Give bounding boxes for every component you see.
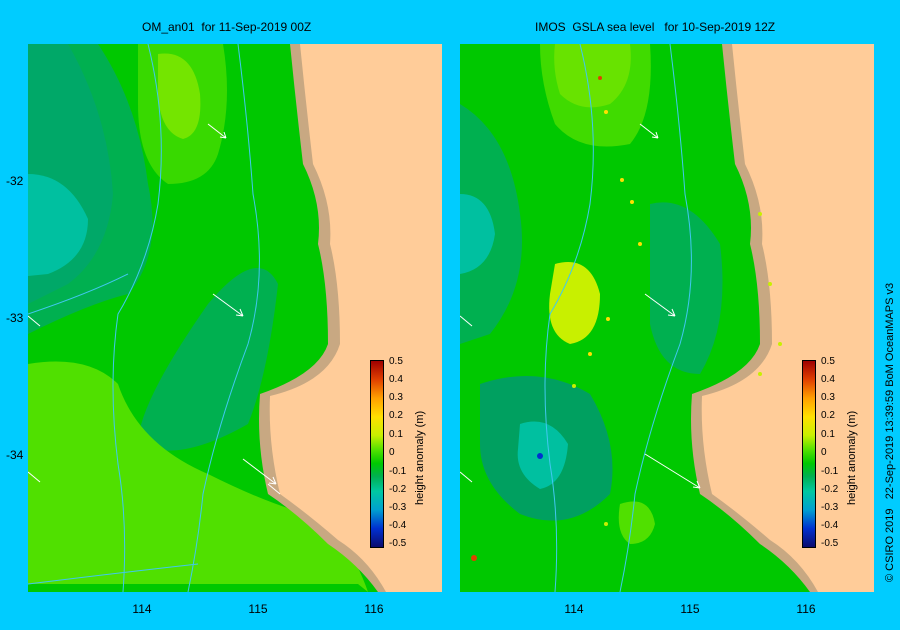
colorbar-tick: -0.4 <box>821 520 839 531</box>
colorbar-tick: -0.3 <box>389 502 407 513</box>
contour-line <box>28 273 129 315</box>
contour-line <box>28 563 199 585</box>
right-colorbar <box>802 360 816 548</box>
colorbar-tick: -0.5 <box>821 538 839 549</box>
altimetry-observations <box>471 76 782 561</box>
negative-anomaly-east <box>650 202 723 374</box>
lat-label: -33 <box>6 311 24 325</box>
colorbar-tick: -0.4 <box>389 520 407 531</box>
colorbar-tick: -0.3 <box>821 502 839 513</box>
contour-line <box>187 44 260 592</box>
colorbar-label: height anomaly (m) <box>414 410 426 505</box>
colorbar-tick: -0.1 <box>821 466 839 477</box>
credit-text: © CSIRO 2019 22-Sep-2019 13:39:59 BoM Oc… <box>884 282 896 582</box>
land-mass <box>701 44 874 592</box>
colorbar-tick: 0 <box>821 447 827 458</box>
positive-anomaly-southeast <box>618 501 655 544</box>
positive-halo-north <box>138 44 227 184</box>
negative-anomaly-central <box>138 268 278 451</box>
colorbar-tick: 0.1 <box>389 429 403 440</box>
left-colorbar <box>370 360 384 548</box>
current-arrows <box>460 123 701 489</box>
lat-label: -34 <box>6 448 24 462</box>
contour-line <box>619 44 692 592</box>
colorbar-tick: 0.5 <box>821 356 835 367</box>
positive-halo-north <box>540 44 651 147</box>
lon-label: 115 <box>680 602 700 616</box>
right-map-title: IMOS GSLA sea level for 10-Sep-2019 12Z <box>535 20 776 34</box>
colorbar-tick: 0.4 <box>389 374 403 385</box>
colorbar-tick: 0.3 <box>821 392 835 403</box>
colorbar-tick: 0.1 <box>821 429 835 440</box>
colorbar-tick: 0.5 <box>389 356 403 367</box>
colorbar-tick: 0.2 <box>389 410 403 421</box>
land-mass <box>269 44 442 592</box>
colorbar-label: height anomaly (m) <box>846 410 858 505</box>
contour-line <box>112 44 162 592</box>
lat-label: -32 <box>6 174 24 188</box>
negative-anomaly-west-min <box>460 194 495 274</box>
current-arrows <box>28 123 281 495</box>
colorbar-tick: 0.2 <box>821 410 835 421</box>
colorbar-tick: 0.4 <box>821 374 835 385</box>
colorbar-tick: 0.3 <box>389 392 403 403</box>
lon-label: 116 <box>364 602 384 616</box>
lon-label: 114 <box>132 602 152 616</box>
left-map-canvas <box>28 44 442 592</box>
lon-label: 115 <box>248 602 268 616</box>
colorbar-tick: -0.5 <box>389 538 407 549</box>
colorbar-tick: -0.2 <box>389 484 407 495</box>
ocean-south-edge <box>28 584 368 592</box>
lon-label: 116 <box>796 602 816 616</box>
colorbar-tick: -0.2 <box>821 484 839 495</box>
contour-line <box>544 44 594 592</box>
left-map-title: OM_an01 for 11-Sep-2019 00Z <box>142 20 312 34</box>
negative-anomaly-west-min <box>28 174 88 276</box>
left-map-panel <box>28 44 442 592</box>
lon-label: 114 <box>564 602 584 616</box>
colorbar-tick: -0.1 <box>389 466 407 477</box>
colorbar-tick: 0 <box>389 447 395 458</box>
positive-anomaly-central <box>549 262 600 344</box>
positive-anomaly-south <box>28 361 368 592</box>
